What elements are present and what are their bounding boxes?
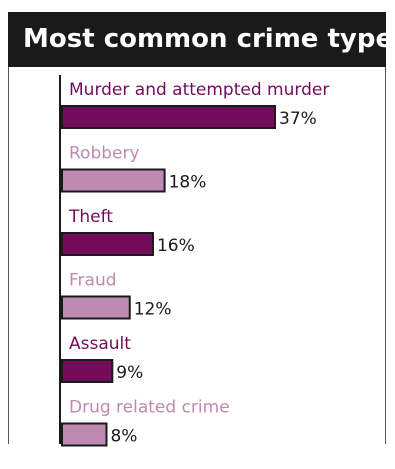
data-label: 9% bbox=[116, 363, 143, 383]
category-label: Robbery bbox=[69, 144, 140, 164]
category-axis bbox=[59, 75, 61, 444]
frame-right-border bbox=[385, 67, 386, 444]
category-label: Assault bbox=[69, 334, 131, 354]
bar bbox=[61, 359, 114, 383]
category-label: Theft bbox=[68, 207, 113, 227]
bar-chart: Murder and attempted murder 37% Robbery 18%… bbox=[59, 75, 329, 447]
title-bar: Most common crime types bbox=[8, 12, 395, 67]
data-label: 37% bbox=[279, 109, 317, 129]
data-label: 16% bbox=[157, 236, 195, 256]
bar bbox=[61, 168, 166, 193]
bar bbox=[61, 422, 108, 447]
chart-title: Most common crime types bbox=[23, 24, 395, 54]
bar bbox=[61, 232, 154, 256]
data-label: 8% bbox=[110, 427, 137, 447]
bar bbox=[61, 295, 131, 320]
category-label: Drug related crime bbox=[69, 398, 230, 418]
bar bbox=[61, 105, 276, 129]
data-label: 12% bbox=[134, 300, 172, 320]
data-label: 18% bbox=[169, 173, 207, 193]
frame-left-border bbox=[8, 67, 9, 444]
chart-frame: Most common crime types Murder and attem… bbox=[1, 12, 395, 447]
category-label: Murder and attempted murder bbox=[69, 80, 329, 100]
category-label: Fraud bbox=[69, 271, 117, 291]
